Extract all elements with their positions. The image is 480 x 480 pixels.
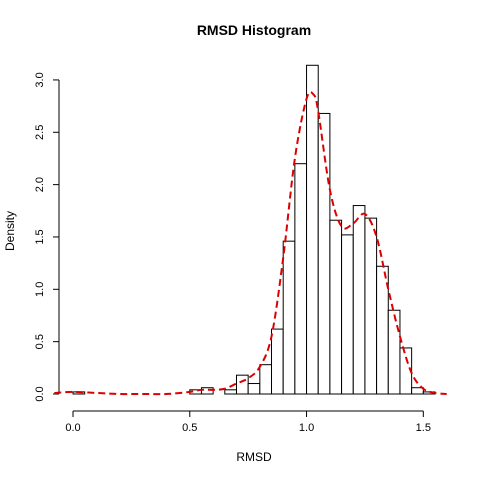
y-tick-label: 0.5: [34, 334, 46, 349]
y-tick-label: 3.0: [34, 72, 46, 87]
y-tick-label: 0.0: [34, 386, 46, 401]
histogram-bar: [235, 374, 249, 395]
y-tick-label: 1.0: [34, 282, 46, 297]
histogram-bar: [247, 383, 261, 395]
density-curve-line: [54, 90, 447, 396]
y-tick-label: 1.5: [34, 229, 46, 244]
x-tick-label: 0.5: [182, 422, 197, 434]
histogram-bar: [224, 389, 237, 395]
histogram-bar: [387, 309, 401, 395]
x-tick-label: 1.5: [416, 422, 431, 434]
x-tick-label: 1.0: [299, 422, 314, 434]
histogram-bar: [317, 112, 331, 395]
histogram-bar: [306, 64, 319, 395]
histogram-bar: [364, 217, 378, 395]
x-axis-label: RMSD: [236, 450, 272, 464]
y-tick-label: 2.5: [34, 125, 46, 140]
histogram-bar: [352, 205, 366, 395]
histogram-bars: [72, 64, 436, 395]
y-axis: 0.0 0.5 1.0 1.5 2.0 2.5 3.0: [34, 72, 60, 402]
y-axis-label: Density: [3, 211, 17, 251]
x-tick-label: 0.0: [65, 422, 80, 434]
histogram-bar: [282, 240, 296, 395]
histogram-bar: [411, 387, 424, 395]
y-tick-label: 2.0: [34, 177, 46, 192]
histogram-bar: [200, 387, 214, 395]
histogram-bar: [294, 163, 308, 395]
histogram-bar: [271, 328, 284, 395]
histogram-bar: [259, 364, 273, 395]
histogram-bar: [329, 219, 343, 395]
chart-title: RMSD Histogram: [197, 22, 311, 38]
x-axis: 0.0 0.5 1.0 1.5: [65, 410, 431, 434]
histogram-bar: [341, 234, 354, 395]
